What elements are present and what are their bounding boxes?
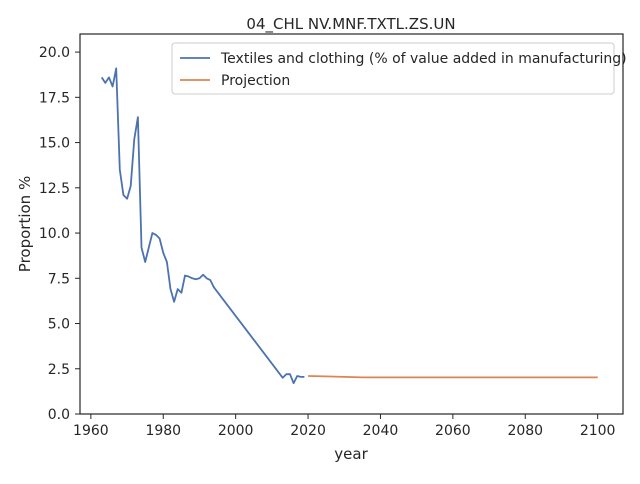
- legend: Textiles and clothing (% of value added …: [171, 42, 627, 95]
- y-tick-label: 10.0: [39, 226, 70, 242]
- series-line-textiles: [100, 67, 305, 385]
- x-tick-label: 2040: [363, 423, 399, 439]
- y-tick-label: 15.0: [39, 136, 70, 152]
- y-axis: 0.0 2.5 5.0 7.5 10.0 12.5 15.0 17.5 20.0: [39, 45, 80, 423]
- y-tick-label: 7.5: [48, 271, 70, 287]
- legend-label-projection: Projection: [221, 73, 290, 89]
- x-tick-label: 1980: [145, 423, 181, 439]
- x-tick-label: 2060: [435, 423, 471, 439]
- x-tick-label: 2000: [218, 423, 254, 439]
- legend-box: [171, 42, 615, 95]
- y-tick-label: 5.0: [48, 317, 70, 333]
- y-tick-label: 12.5: [39, 181, 70, 197]
- x-tick-label: 2020: [290, 423, 326, 439]
- y-tick-label: 0.0: [48, 407, 70, 423]
- x-tick-label: 2100: [580, 423, 616, 439]
- x-tick-label: 1960: [73, 423, 109, 439]
- x-axis-label: year: [334, 445, 368, 463]
- y-tick-label: 20.0: [39, 45, 70, 61]
- x-axis: 1960 1980 2000 2020 2040 2060 2080 2100: [73, 414, 615, 439]
- plot-area: [79, 33, 624, 415]
- y-tick-label: 2.5: [48, 362, 70, 378]
- x-tick-label: 2080: [507, 423, 543, 439]
- chart-title: 04_CHL NV.MNF.TXTL.ZS.UN: [246, 15, 455, 34]
- series-layer: [100, 67, 598, 385]
- series-line-projection: [308, 375, 598, 379]
- y-tick-label: 17.5: [39, 90, 70, 106]
- legend-label-textiles: Textiles and clothing (% of value added …: [220, 51, 627, 67]
- y-axis-label: Proportion %: [16, 176, 34, 272]
